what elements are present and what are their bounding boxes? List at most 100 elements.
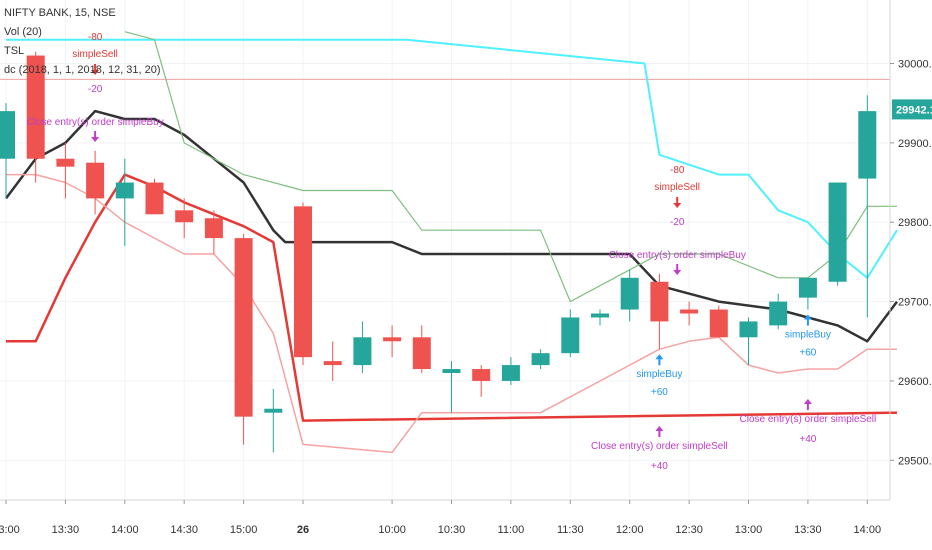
x-tick-label: 12:30 — [675, 524, 703, 536]
candle — [323, 341, 342, 381]
candle — [115, 158, 134, 247]
buy-arrow-icon — [655, 354, 664, 366]
x-tick-label: 10:00 — [378, 524, 406, 536]
candle-body — [442, 369, 461, 374]
candle — [383, 325, 402, 358]
sell-qty-bottom: -20 — [88, 84, 103, 95]
y-tick-label: 29600.00 — [898, 376, 932, 388]
buy-qty: +60 — [799, 348, 816, 359]
candle-body — [115, 182, 134, 199]
x-tick-label: 14:00 — [854, 524, 882, 536]
candle-body — [323, 361, 342, 366]
indicator-volume[interactable]: Vol (20) — [4, 26, 42, 38]
candle-body — [472, 369, 491, 381]
sell-arrow-icon — [91, 64, 100, 75]
candle-body — [769, 301, 788, 326]
indicator-tsl[interactable]: TSL — [4, 45, 25, 57]
candle — [501, 357, 520, 385]
candle — [56, 142, 75, 199]
candle-body — [650, 281, 669, 322]
candle-body — [204, 218, 223, 239]
trade-signals: -80 simpleSell -20 Close entry(s) order sim… — [26, 32, 876, 472]
chart-legend: NIFTY BANK, 15, NSE Vol (20) TSL dc (201… — [4, 4, 161, 80]
symbol-title[interactable]: NIFTY BANK, 15, NSE — [4, 7, 116, 19]
sell-arrow-icon — [673, 197, 682, 208]
close-label: Close entry(s) order simpleBuy — [609, 250, 746, 261]
candle-body — [86, 162, 105, 199]
candles — [0, 51, 877, 453]
buy-qty: +60 — [651, 387, 668, 398]
close-qty: +40 — [799, 434, 816, 445]
close-label: Close entry(s) order simpleBuy — [26, 117, 163, 128]
close-arrow-icon — [655, 426, 664, 437]
indicator-lines — [4, 31, 899, 454]
y-tick-label: 29700.00 — [898, 297, 932, 309]
candle-body — [234, 238, 253, 417]
x-tick-label: 12:00 — [616, 524, 644, 536]
buy-label: simpleBuy — [785, 330, 831, 341]
grid — [0, 0, 890, 500]
candle — [739, 317, 758, 366]
candle — [294, 202, 312, 366]
candle — [204, 210, 223, 254]
candle — [858, 95, 877, 318]
candle — [412, 325, 431, 374]
x-tick-label: 13:30 — [52, 524, 80, 536]
candle — [769, 293, 788, 330]
candle-body — [858, 111, 877, 179]
close-label: Close entry(s) order simpleSell — [591, 441, 728, 452]
buy-arrow-icon — [803, 314, 812, 326]
candle-body — [561, 317, 580, 354]
candle-body — [591, 313, 609, 318]
x-tick-label: 15:00 — [230, 524, 258, 536]
last-price-tag: 29942.15 — [892, 99, 932, 120]
candle — [26, 51, 45, 183]
time-axis[interactable]: 13:00 13:30 14:00 14:30 15:00 26 10:00 10:30 11:… — [0, 500, 881, 536]
x-tick-label: 13:00 — [0, 524, 20, 536]
indicator-dc[interactable]: dc (2018, 1, 1, 2018, 12, 31, 20) — [4, 64, 161, 76]
candle — [234, 234, 253, 445]
close-qty: +40 — [651, 461, 668, 472]
y-tick-label: 29500.00 — [898, 455, 932, 467]
candle-body — [56, 158, 75, 167]
y-tick-label: 29900.00 — [898, 138, 932, 150]
candle-body — [531, 353, 550, 366]
sell-qty-bottom: -20 — [670, 217, 685, 228]
candle-body — [26, 55, 45, 159]
candle-body — [175, 210, 194, 223]
candle — [264, 388, 283, 453]
candle — [620, 269, 639, 322]
x-tick-label: 11:00 — [498, 524, 525, 536]
last-price-text: 29942.15 — [896, 104, 932, 116]
candle — [828, 182, 847, 286]
candle — [472, 365, 491, 397]
x-tick-label: 26 — [297, 524, 309, 536]
y-tick-label: 29800.00 — [898, 217, 932, 229]
buy-label: simpleBuy — [636, 369, 682, 380]
candle-body — [798, 277, 817, 298]
sell-qty-top: -80 — [670, 165, 685, 176]
candle-body — [145, 182, 164, 215]
x-tick-label: 11:30 — [557, 524, 584, 536]
price-axis[interactable]: 29500.00 29600.00 29700.00 29800.00 29900.00… — [890, 58, 932, 467]
candle-body — [739, 321, 758, 338]
close-label: Close entry(s) order simpleSell — [740, 414, 877, 425]
candle — [0, 103, 15, 199]
candle — [175, 198, 194, 239]
candle-body — [709, 309, 728, 338]
y-tick-label: 30000.00 — [898, 58, 932, 70]
candle-body — [0, 111, 15, 159]
x-tick-label: 13:30 — [794, 524, 822, 536]
series-line-dc-lower — [6, 173, 898, 422]
candle — [561, 309, 580, 358]
candle-body — [383, 337, 402, 342]
candle — [86, 150, 105, 215]
candle-body — [353, 337, 372, 366]
series-line-stop — [6, 173, 897, 454]
candle — [680, 301, 699, 326]
candle-body — [620, 277, 639, 310]
candle — [650, 273, 669, 350]
candle — [145, 178, 164, 215]
candle-body — [680, 309, 699, 314]
